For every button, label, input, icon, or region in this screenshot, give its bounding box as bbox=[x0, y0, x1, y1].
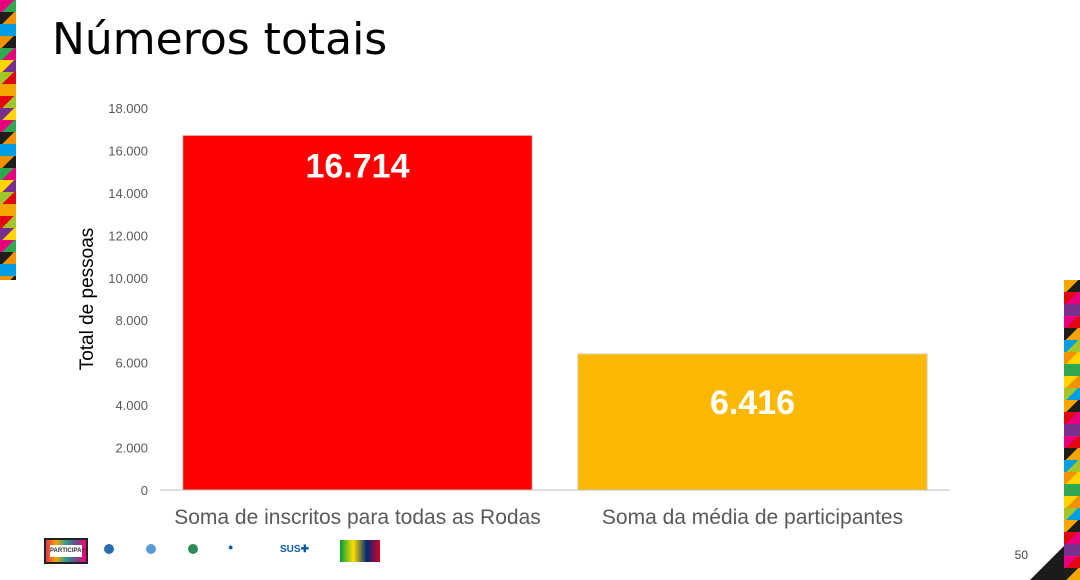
decorative-stripe-left bbox=[0, 0, 16, 280]
stripe-cell bbox=[1064, 352, 1080, 364]
stripe-cell bbox=[0, 84, 16, 96]
stripe-cell bbox=[1064, 364, 1080, 376]
stripe-cell bbox=[1064, 304, 1080, 316]
bar-1 bbox=[182, 134, 533, 491]
stripe-cell bbox=[0, 144, 16, 156]
stripe-cell bbox=[0, 252, 16, 264]
stripe-cell bbox=[1064, 544, 1080, 556]
stripe-cell bbox=[1064, 400, 1080, 412]
stripe-cell bbox=[0, 204, 16, 216]
stripe-cell bbox=[0, 72, 16, 84]
y-tick-label: 14.000 bbox=[108, 186, 148, 201]
y-tick-label: 18.000 bbox=[108, 101, 148, 116]
stripe-cell bbox=[0, 264, 16, 276]
category-label: Soma da média de participantes bbox=[602, 506, 903, 529]
oms-logo bbox=[146, 544, 186, 558]
decorative-stripe-right bbox=[1064, 280, 1080, 580]
stripe-cell bbox=[1064, 484, 1080, 496]
y-tick-label: 4.000 bbox=[115, 398, 148, 413]
stripe-cell bbox=[0, 96, 16, 108]
stripe-cell bbox=[1064, 532, 1080, 544]
stripe-cell bbox=[0, 0, 16, 12]
footer-logos: PARTICIPA+ ● SUS✚ bbox=[42, 534, 402, 568]
y-tick-label: 16.000 bbox=[108, 143, 148, 158]
bar-2 bbox=[577, 353, 928, 491]
participa-logo: PARTICIPA+ bbox=[44, 538, 88, 564]
misc-logo bbox=[188, 544, 224, 558]
corner-triangle bbox=[1030, 546, 1064, 580]
stripe-cell bbox=[1064, 460, 1080, 472]
stripe-cell bbox=[1064, 496, 1080, 508]
stripe-cell bbox=[1064, 472, 1080, 484]
stripe-cell bbox=[0, 192, 16, 204]
data-label: 6.416 bbox=[710, 384, 795, 422]
stripe-cell bbox=[0, 276, 16, 280]
y-tick-label: 2.000 bbox=[115, 441, 148, 456]
slide-title: Números totais bbox=[52, 14, 388, 65]
stripe-cell bbox=[0, 180, 16, 192]
stripe-cell bbox=[1064, 316, 1080, 328]
stripe-cell bbox=[1064, 412, 1080, 424]
stripe-cell bbox=[1064, 436, 1080, 448]
stripe-cell bbox=[1064, 280, 1080, 292]
opas-logo bbox=[104, 544, 144, 558]
stripe-cell bbox=[0, 132, 16, 144]
stripe-cell bbox=[0, 108, 16, 120]
stripe-cell bbox=[1064, 376, 1080, 388]
stripe-cell bbox=[0, 156, 16, 168]
y-tick-label: 12.000 bbox=[108, 228, 148, 243]
brasil-logo bbox=[340, 540, 380, 562]
cns-logo: ● bbox=[228, 542, 234, 552]
page-number: 50 bbox=[1014, 548, 1028, 562]
stripe-cell bbox=[1064, 508, 1080, 520]
stripe-cell bbox=[1064, 568, 1080, 580]
sus-logo: SUS✚ bbox=[280, 544, 309, 555]
stripe-cell bbox=[1064, 388, 1080, 400]
stripe-cell bbox=[0, 240, 16, 252]
stripe-cell bbox=[0, 168, 16, 180]
stripe-cell bbox=[1064, 424, 1080, 436]
stripe-cell bbox=[1064, 556, 1080, 568]
y-tick-label: 10.000 bbox=[108, 271, 148, 286]
y-axis-label: Total de pessoas bbox=[77, 228, 98, 371]
category-label: Soma de inscritos para todas as Rodas bbox=[174, 506, 541, 529]
data-label: 16.714 bbox=[306, 147, 410, 185]
stripe-cell bbox=[1064, 328, 1080, 340]
stripe-cell bbox=[0, 216, 16, 228]
y-tick-label: 8.000 bbox=[115, 313, 148, 328]
stripe-cell bbox=[0, 228, 16, 240]
stripe-cell bbox=[0, 12, 16, 24]
stripe-cell bbox=[0, 36, 16, 48]
y-tick-label: 6.000 bbox=[115, 356, 148, 371]
stripe-cell bbox=[0, 24, 16, 36]
y-tick-label: 0 bbox=[141, 483, 148, 498]
stripe-cell bbox=[1064, 448, 1080, 460]
stripe-cell bbox=[1064, 340, 1080, 352]
stripe-cell bbox=[0, 60, 16, 72]
stripe-cell bbox=[1064, 520, 1080, 532]
stripe-cell bbox=[0, 48, 16, 60]
bar-chart: 0 2.000 4.000 6.000 8.000 10.000 12.000 14.000 1… bbox=[77, 101, 950, 529]
stripe-cell bbox=[0, 120, 16, 132]
stripe-cell bbox=[1064, 292, 1080, 304]
